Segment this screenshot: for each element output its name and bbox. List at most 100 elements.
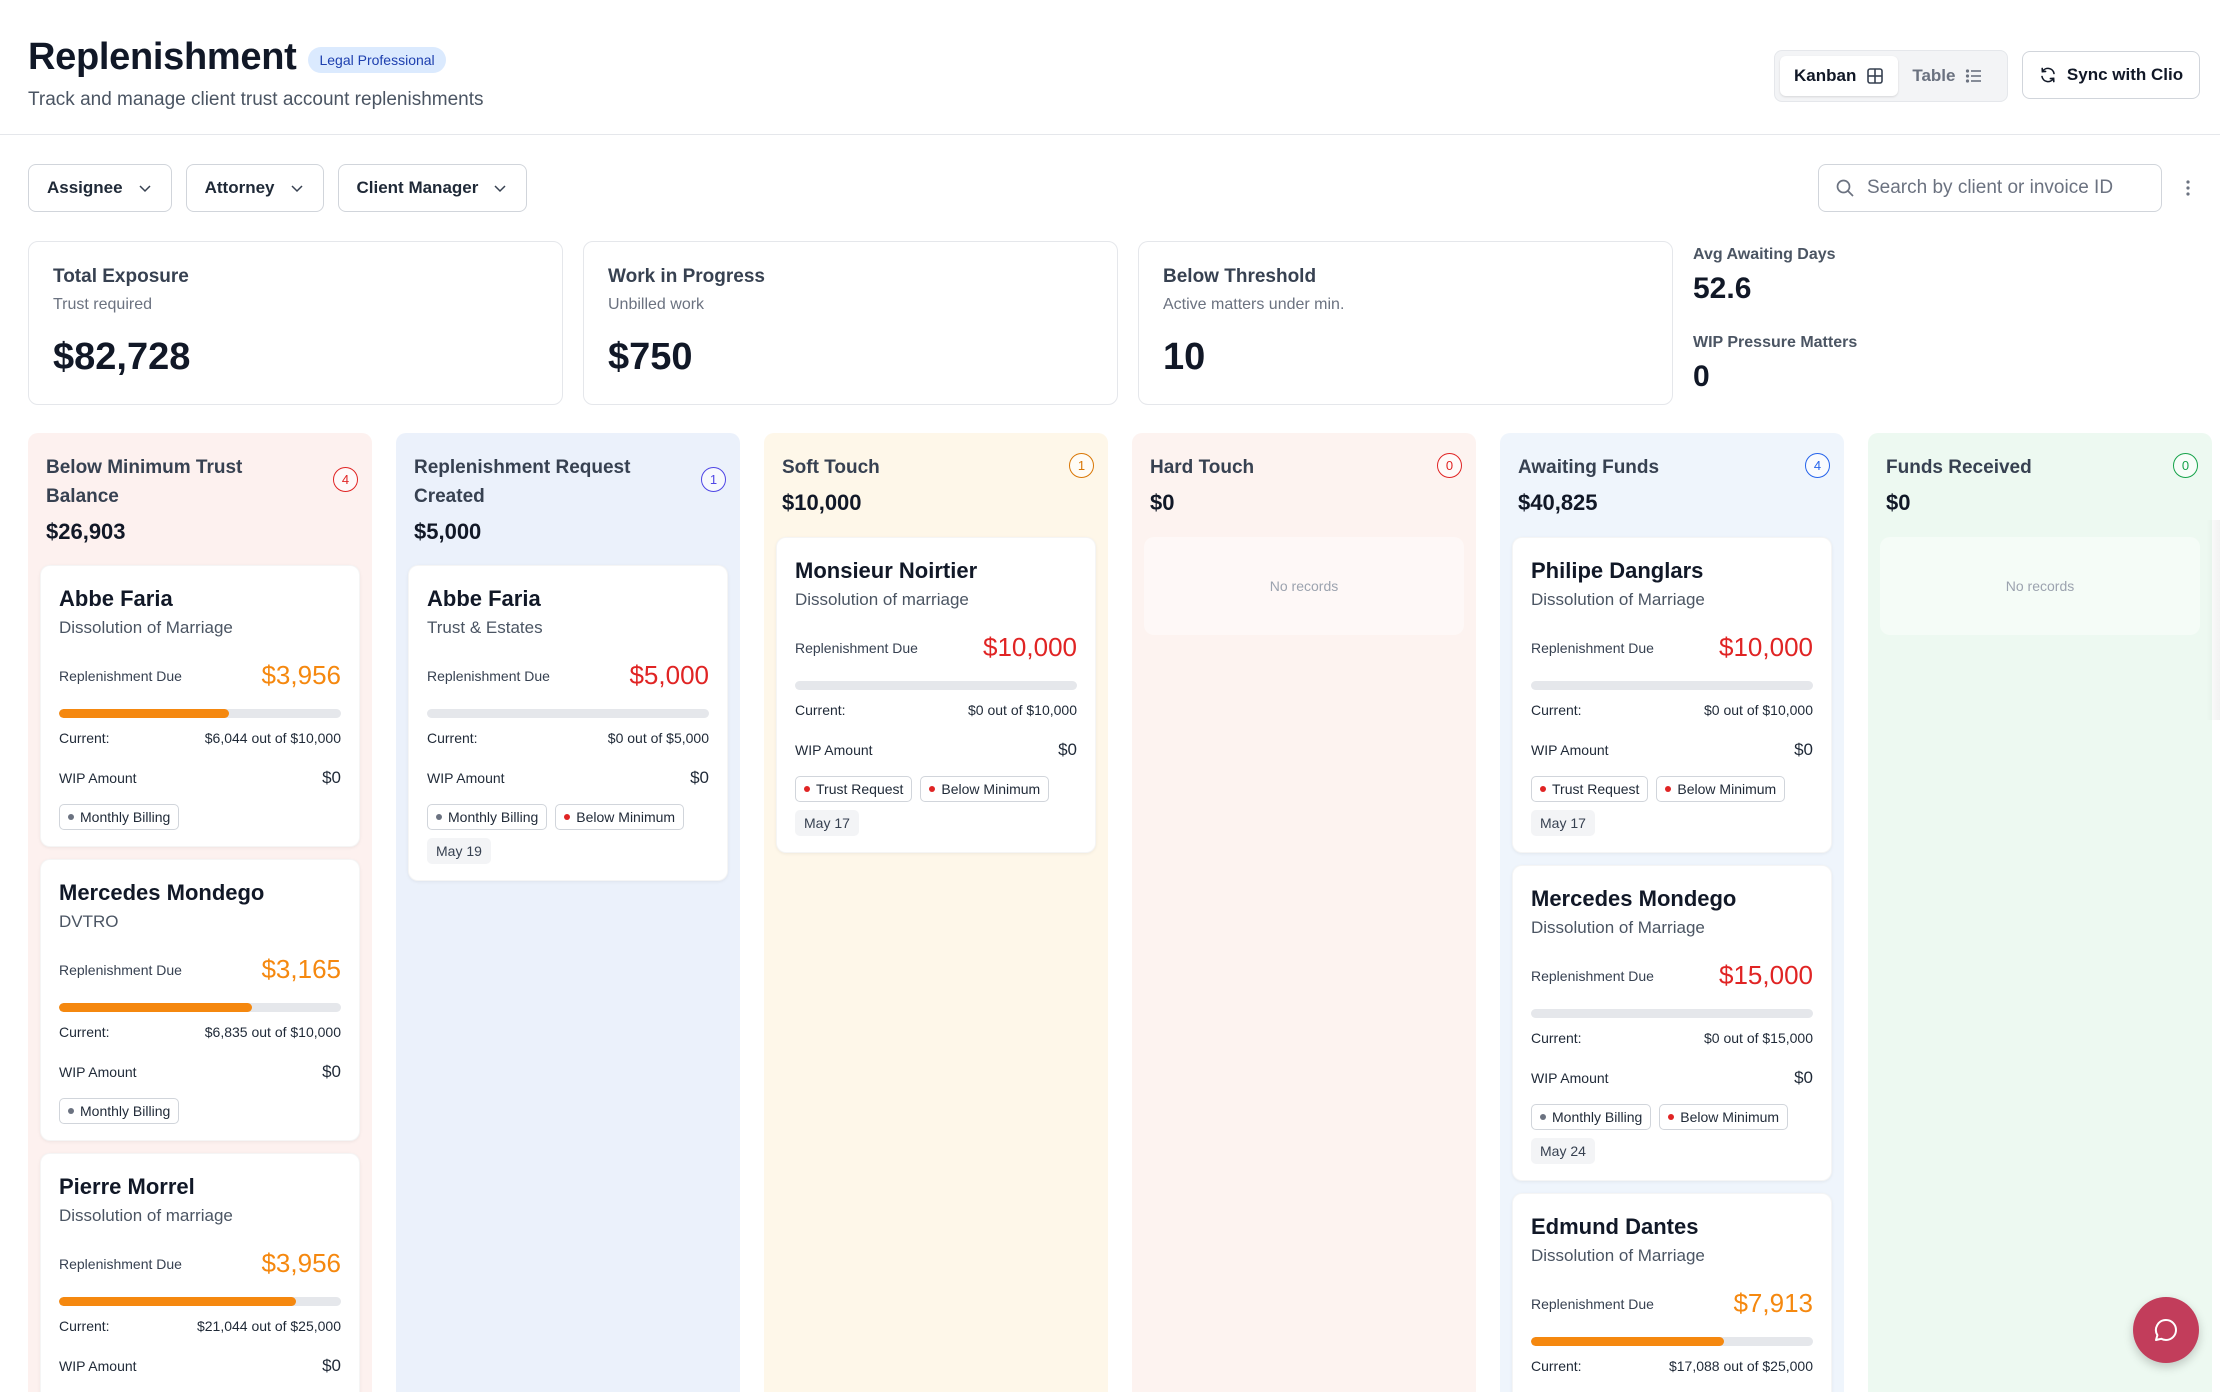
replenishment-card[interactable]: Edmund Dantes Dissolution of Marriage Repl… [1512,1193,1832,1392]
wip-value: $0 [322,1356,341,1375]
status-tag: Below Minimum [555,804,685,830]
tag-label: Monthly Billing [448,809,539,825]
current-value: $21,044 out of $25,000 [196,1318,341,1334]
plan-badge: Legal Professional [308,46,446,73]
status-dot [1540,1114,1546,1120]
wip-label: WIP Amount [795,742,873,758]
kpi-label: Below Threshold [1163,266,1317,287]
column-header: Below Minimum Trust Balance $26,903 4 [28,433,372,565]
current-label: Current: [1531,702,1582,718]
trust-progress-bar [427,709,709,718]
column-total: $0 [1150,490,1175,515]
search-field[interactable] [1818,164,2162,212]
assignee-filter[interactable]: Assignee [28,164,172,212]
trust-progress-bar [1531,1009,1813,1018]
tag-label: Monthly Billing [1552,1109,1643,1125]
kanban-column: Soft Touch $10,000 1 Monsieur Noirtier Disso… [764,433,1108,1392]
wip-row: WIP Amount $0 [427,768,709,788]
kpi-label: Work in Progress [608,266,765,287]
column-title: Hard Touch [1150,457,1255,478]
sync-with-clio-button[interactable]: Sync with Clio [2022,51,2200,99]
client-name: Mercedes Mondego [1531,886,1737,911]
due-amount: $15,000 [1719,960,1813,990]
due-amount: $3,956 [261,660,341,690]
tag-label: Trust Request [1552,781,1640,797]
due-amount: $3,956 [261,1248,341,1278]
due-amount: $7,913 [1733,1288,1813,1318]
chat-button[interactable] [2133,1297,2199,1363]
sync-label: Sync with Clio [2066,65,2184,84]
matter-type: Dissolution of Marriage [1531,590,1705,609]
due-row: Replenishment Due $10,000 [795,632,1077,663]
replenishment-card[interactable]: Mercedes Mondego Dissolution of Marriage R… [1512,865,1832,1181]
current-row: Current: $0 out of $10,000 [1531,702,1813,718]
avg-awaiting-days-label: Avg Awaiting Days [1693,246,1836,263]
wip-label: WIP Amount [59,770,137,786]
table-view-label: Table [1912,66,1956,85]
empty-state: No records [1144,537,1464,635]
grid-icon [1867,68,1884,84]
wip-label: WIP Amount [427,770,505,786]
current-label: Current: [59,1318,110,1334]
kanban-view-button[interactable]: Kanban [1780,56,1899,96]
current-value: $0 out of $15,000 [1704,1030,1813,1046]
column-title: Soft Touch [782,457,880,478]
list-icon [1966,69,1982,83]
chat-bubble-icon [2154,1318,2177,1341]
status-dot [929,786,936,792]
kpi-value: 10 [1163,336,1206,378]
due-amount: $3,165 [261,954,341,984]
column-count-badge: 0 [2173,453,2198,478]
more-vertical-icon [2186,180,2190,196]
client-name: Abbe Faria [427,586,541,611]
avg-awaiting-days-value: 52.6 [1693,272,1752,305]
status-dot [804,786,810,792]
matter-type: Dissolution of marriage [795,590,969,609]
client-manager-filter-label: Client Manager [356,178,479,197]
matter-type: Dissolution of Marriage [59,618,233,637]
matter-type: Dissolution of Marriage [1531,1246,1705,1265]
wip-label: WIP Amount [1531,1070,1609,1086]
wip-label: WIP Amount [1531,742,1609,758]
current-row: Current: $6,044 out of $10,000 [59,730,341,746]
current-label: Current: [795,702,846,718]
tag-label: Below Minimum [1677,781,1777,797]
search-icon [1836,179,1854,197]
tag-list: Trust Request Below Minimum May 17 [1531,776,1813,836]
tag-label: Monthly Billing [80,809,171,825]
trust-progress-bar [59,1003,341,1012]
column-header: Funds Received $0 0 [1868,433,2212,537]
wip-value: $0 [322,1062,341,1081]
due-row: Replenishment Due $3,165 [59,954,341,985]
replenishment-card[interactable]: Pierre Morrel Dissolution of marriage Repl… [40,1153,360,1392]
replenishment-card[interactable]: Mercedes Mondego DVTRO Replenishment Due $3… [40,859,360,1141]
current-value: $0 out of $5,000 [607,730,709,746]
assignee-filter-label: Assignee [47,178,123,197]
column-header: Replenishment Request Created $5,000 1 [396,433,740,565]
current-row: Current: $21,044 out of $25,000 [59,1318,341,1334]
wip-row: WIP Amount $0 [59,768,341,788]
due-label: Replenishment Due [59,1255,182,1272]
replenishment-card[interactable]: Monsieur Noirtier Dissolution of marriage… [776,537,1096,853]
table-view-button[interactable]: Table [1898,56,1997,96]
replenishment-card[interactable]: Philipe Danglars Dissolution of Marriage R… [1512,537,1832,853]
page-header: Replenishment Legal Professional Track a… [0,0,2220,135]
more-options-button[interactable] [2178,172,2198,204]
status-dot [1668,1114,1675,1120]
kanban-column: Below Minimum Trust Balance $26,903 4 Abbe … [28,433,372,1392]
due-row: Replenishment Due $3,956 [59,1248,341,1279]
search-input[interactable] [1867,177,2137,199]
client-manager-filter[interactable]: Client Manager [337,164,528,212]
column-title: Funds Received [1886,457,2032,478]
chevron-down-icon [494,185,506,193]
due-amount: $10,000 [1719,632,1813,662]
tag-label: Monthly Billing [80,1103,171,1119]
due-row: Replenishment Due $5,000 [427,660,709,691]
tag-label: Below Minimum [941,781,1041,797]
replenishment-card[interactable]: Abbe Faria Trust & Estates Replenishment D… [408,565,728,881]
attorney-filter[interactable]: Attorney [185,164,324,212]
current-value: $0 out of $10,000 [1704,702,1813,718]
column-count-badge: 4 [1805,453,1830,478]
tag-list: Monthly Billing Below Minimum May 24 [1531,1104,1813,1164]
replenishment-card[interactable]: Abbe Faria Dissolution of Marriage Repleni… [40,565,360,847]
